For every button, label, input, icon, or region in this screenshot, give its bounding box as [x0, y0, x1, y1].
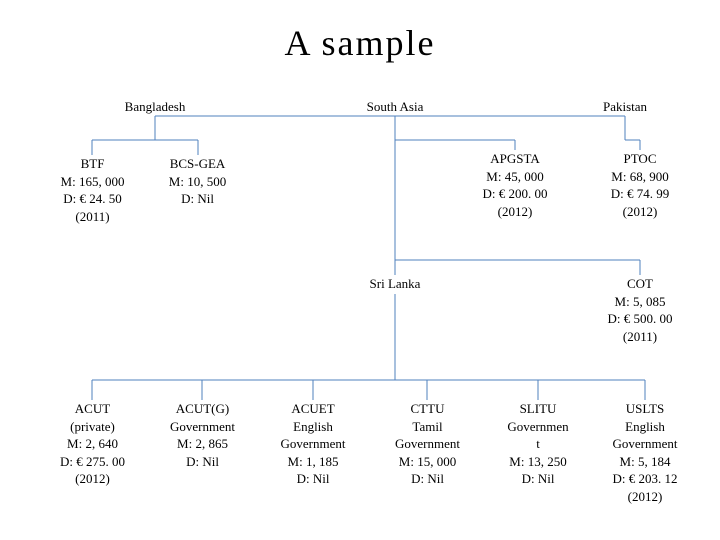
node-line: (2011) — [585, 328, 695, 346]
node-line: M: 2, 865 — [150, 435, 255, 453]
node-acutg: ACUT(G) Government M: 2, 865 D: Nil — [150, 400, 255, 470]
node-label: PTOC — [590, 150, 690, 168]
node-label: Bangladesh — [100, 98, 210, 116]
node-line: D: Nil — [375, 470, 480, 488]
node-label: ACUT(G) — [150, 400, 255, 418]
node-line: M: 15, 000 — [375, 453, 480, 471]
node-line: (2012) — [45, 470, 140, 488]
node-line: Government — [375, 435, 480, 453]
node-line: M: 5, 184 — [595, 453, 695, 471]
node-bcsgea: BCS-GEA M: 10, 500 D: Nil — [150, 155, 245, 208]
node-label: CTTU — [375, 400, 480, 418]
node-line: D: Nil — [150, 190, 245, 208]
node-line: D: € 74. 99 — [590, 185, 690, 203]
node-line: Government — [263, 435, 363, 453]
node-line: D: € 24. 50 — [45, 190, 140, 208]
node-label: BCS-GEA — [150, 155, 245, 173]
node-apgsta: APGSTA M: 45, 000 D: € 200. 00 (2012) — [465, 150, 565, 220]
node-label: COT — [585, 275, 695, 293]
node-line: D: Nil — [488, 470, 588, 488]
node-line: M: 165, 000 — [45, 173, 140, 191]
node-line: D: Nil — [263, 470, 363, 488]
node-line: Governmen — [488, 418, 588, 436]
node-line: M: 10, 500 — [150, 173, 245, 191]
node-slitu: SLITU Governmen t M: 13, 250 D: Nil — [488, 400, 588, 488]
node-cttu: CTTU Tamil Government M: 15, 000 D: Nil — [375, 400, 480, 488]
node-acut: ACUT (private) M: 2, 640 D: € 275. 00 (2… — [45, 400, 140, 488]
node-line: M: 13, 250 — [488, 453, 588, 471]
node-label: APGSTA — [465, 150, 565, 168]
node-label: Pakistan — [575, 98, 675, 116]
node-cot: COT M: 5, 085 D: € 500. 00 (2011) — [585, 275, 695, 345]
node-line: D: € 203. 12 — [595, 470, 695, 488]
node-line: D: € 200. 00 — [465, 185, 565, 203]
node-line: English — [595, 418, 695, 436]
node-line: (private) — [45, 418, 140, 436]
node-pakistan: Pakistan — [575, 98, 675, 116]
node-line: D: Nil — [150, 453, 255, 471]
node-line: (2012) — [595, 488, 695, 506]
node-label: USLTS — [595, 400, 695, 418]
node-line: M: 5, 085 — [585, 293, 695, 311]
node-line: D: € 275. 00 — [45, 453, 140, 471]
node-label: South Asia — [340, 98, 450, 116]
node-line: Tamil — [375, 418, 480, 436]
node-line: (2012) — [465, 203, 565, 221]
node-line: (2011) — [45, 208, 140, 226]
node-label: Sri Lanka — [340, 275, 450, 293]
node-uslts: USLTS English Government M: 5, 184 D: € … — [595, 400, 695, 505]
node-line: M: 1, 185 — [263, 453, 363, 471]
node-label: ACUET — [263, 400, 363, 418]
node-btf: BTF M: 165, 000 D: € 24. 50 (2011) — [45, 155, 140, 225]
page-title: A sample — [0, 0, 720, 64]
node-sri-lanka: Sri Lanka — [340, 275, 450, 293]
node-line: M: 2, 640 — [45, 435, 140, 453]
node-label: BTF — [45, 155, 140, 173]
node-line: Government — [595, 435, 695, 453]
node-line: M: 45, 000 — [465, 168, 565, 186]
node-label: SLITU — [488, 400, 588, 418]
node-bangladesh: Bangladesh — [100, 98, 210, 116]
node-line: (2012) — [590, 203, 690, 221]
node-south-asia: South Asia — [340, 98, 450, 116]
node-line: t — [488, 435, 588, 453]
node-ptoc: PTOC M: 68, 900 D: € 74. 99 (2012) — [590, 150, 690, 220]
node-acuet: ACUET English Government M: 1, 185 D: Ni… — [263, 400, 363, 488]
node-line: Government — [150, 418, 255, 436]
node-line: D: € 500. 00 — [585, 310, 695, 328]
node-line: M: 68, 900 — [590, 168, 690, 186]
node-label: ACUT — [45, 400, 140, 418]
node-line: English — [263, 418, 363, 436]
